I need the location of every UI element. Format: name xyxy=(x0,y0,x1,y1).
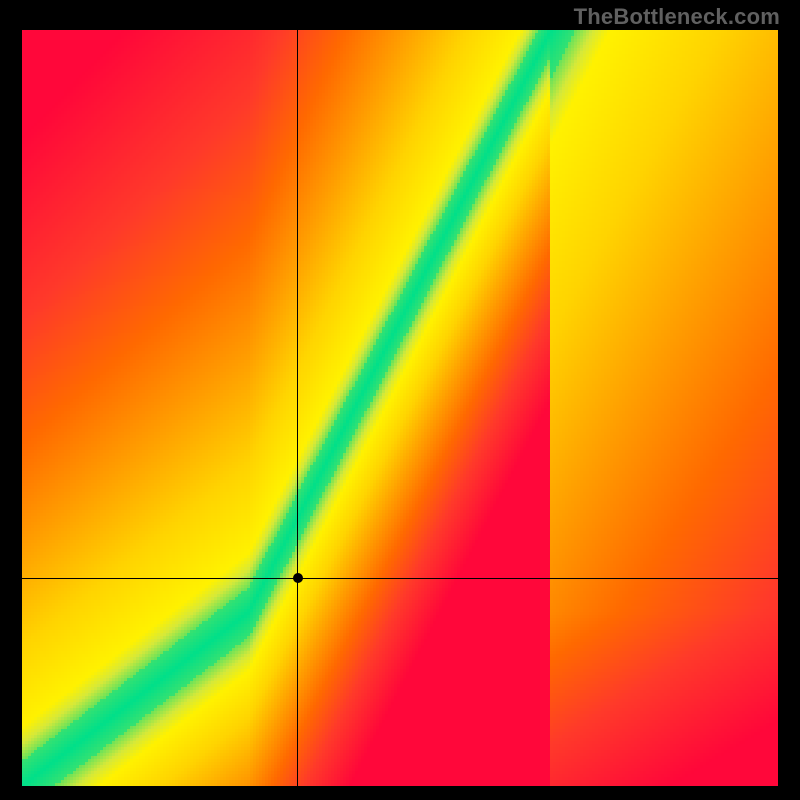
crosshair-horizontal xyxy=(22,578,778,579)
crosshair-vertical xyxy=(297,30,298,786)
heatmap-canvas xyxy=(22,30,778,786)
crosshair-point xyxy=(293,573,303,583)
chart-frame: TheBottleneck.com xyxy=(0,0,800,800)
heatmap-plot-area xyxy=(22,30,778,786)
watermark-text: TheBottleneck.com xyxy=(574,4,780,30)
